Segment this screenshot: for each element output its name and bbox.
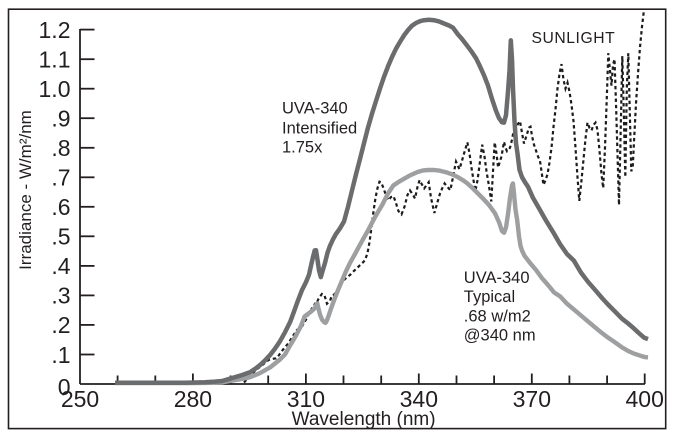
svg-text:.68 w/m2: .68 w/m2 xyxy=(464,308,531,326)
svg-text:Wavelength (nm): Wavelength (nm) xyxy=(292,409,436,430)
svg-text:.5: .5 xyxy=(51,224,70,250)
svg-text:310: 310 xyxy=(287,386,325,412)
svg-text:1.0: 1.0 xyxy=(39,76,71,102)
svg-text:.6: .6 xyxy=(51,194,70,220)
svg-text:Intensified: Intensified xyxy=(282,119,357,137)
svg-text:400: 400 xyxy=(626,386,664,412)
svg-text:1.1: 1.1 xyxy=(39,47,71,73)
svg-text:.3: .3 xyxy=(51,283,70,309)
svg-text:1.2: 1.2 xyxy=(39,17,71,43)
svg-text:280: 280 xyxy=(174,386,212,412)
svg-text:.4: .4 xyxy=(51,253,70,279)
svg-text:340: 340 xyxy=(400,386,438,412)
svg-text:0: 0 xyxy=(58,374,71,400)
svg-text:.1: .1 xyxy=(51,342,70,368)
svg-text:Irradiance - W/m²/nm: Irradiance - W/m²/nm xyxy=(16,110,35,270)
svg-text:SUNLIGHT: SUNLIGHT xyxy=(532,30,616,47)
svg-text:250: 250 xyxy=(61,386,99,412)
svg-text:.8: .8 xyxy=(51,135,70,161)
svg-text:UVA-340: UVA-340 xyxy=(464,269,530,287)
svg-text:@340 nm: @340 nm xyxy=(464,327,536,345)
svg-text:.2: .2 xyxy=(51,312,70,338)
svg-text:.7: .7 xyxy=(51,165,70,191)
svg-text:UVA-340: UVA-340 xyxy=(282,100,348,118)
svg-text:Typical: Typical xyxy=(464,288,515,306)
svg-text:370: 370 xyxy=(513,386,551,412)
svg-text:1.75x: 1.75x xyxy=(282,139,323,157)
svg-text:.9: .9 xyxy=(51,106,70,132)
